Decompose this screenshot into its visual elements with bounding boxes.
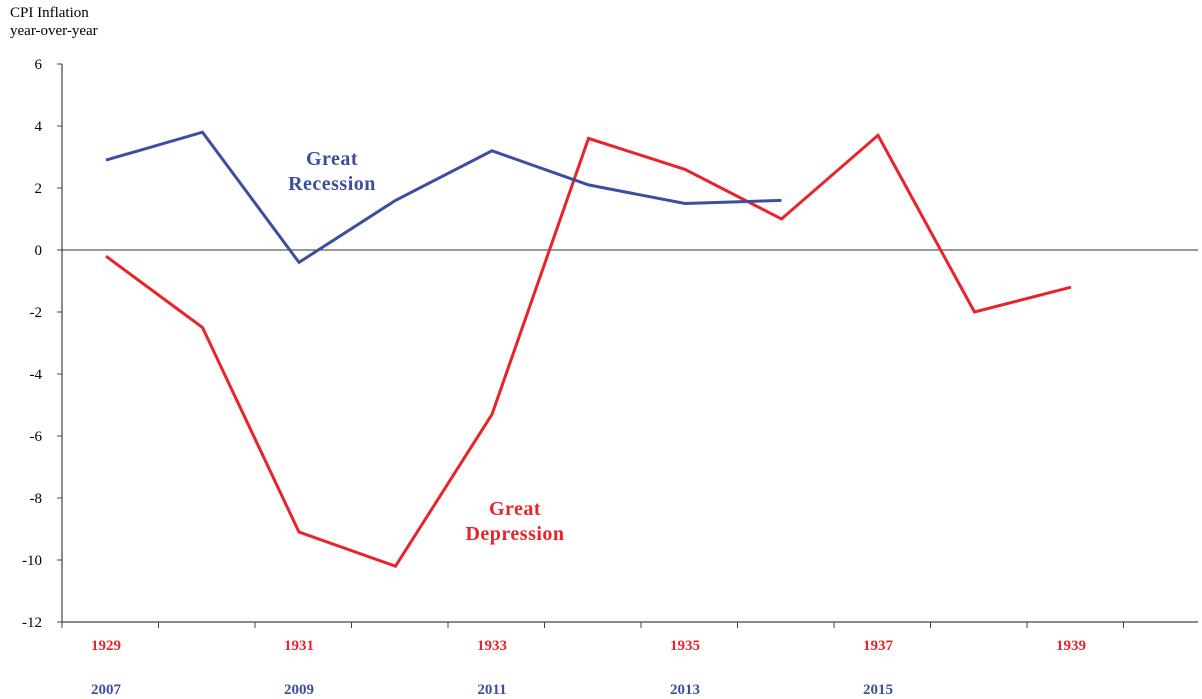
x-tick-label-recession-year: 2009 xyxy=(284,682,314,698)
x-tick-label-depression-year: 1933 xyxy=(477,638,507,654)
x-tick-label-depression-year: 1939 xyxy=(1056,638,1086,654)
y-tick-label: -10 xyxy=(22,553,42,569)
y-tick-label: -8 xyxy=(30,491,43,507)
y-axis-title-line2: year-over-year xyxy=(10,23,98,39)
y-tick-label: 4 xyxy=(35,119,43,135)
x-tick-label-recession-year: 2015 xyxy=(863,682,893,698)
y-tick-label: 2 xyxy=(35,181,43,197)
x-tick-label-recession-year: 2013 xyxy=(670,682,700,698)
x-tick-label-recession-year: 2011 xyxy=(477,682,506,698)
y-tick-label: -4 xyxy=(30,367,43,383)
x-tick-label-depression-year: 1937 xyxy=(863,638,894,654)
y-tick-label: 0 xyxy=(35,243,43,259)
y-tick-label: -6 xyxy=(30,429,43,445)
y-axis-title-line1: CPI Inflation xyxy=(10,5,89,21)
y-tick-label: -2 xyxy=(30,305,43,321)
series-lines xyxy=(105,130,1072,569)
series-label-great-recession-line2: Recession xyxy=(288,173,376,195)
series-label-great-depression-line2: Depression xyxy=(465,523,565,545)
series-label-great-depression-line1: Great xyxy=(488,498,542,520)
series-label-great-recession: Great Recession xyxy=(262,147,402,197)
axes: 6 4 2 0 -2 -4 -6 -8 -10 -12 1929 1931 1933 1935 1937 19… xyxy=(22,57,1198,698)
x-tick-label-depression-year: 1931 xyxy=(284,638,314,654)
y-tick-label: 6 xyxy=(35,57,43,73)
y-tick-label: -12 xyxy=(22,615,42,631)
series-label-great-recession-line1: Great xyxy=(305,148,359,170)
x-tick-label-depression-year: 1935 xyxy=(670,638,700,654)
x-tick-label-recession-year: 2007 xyxy=(91,682,122,698)
x-tick-label-depression-year: 1929 xyxy=(91,638,121,654)
series-label-great-depression: Great Depression xyxy=(440,497,590,547)
series-line-great-recession xyxy=(105,130,782,265)
